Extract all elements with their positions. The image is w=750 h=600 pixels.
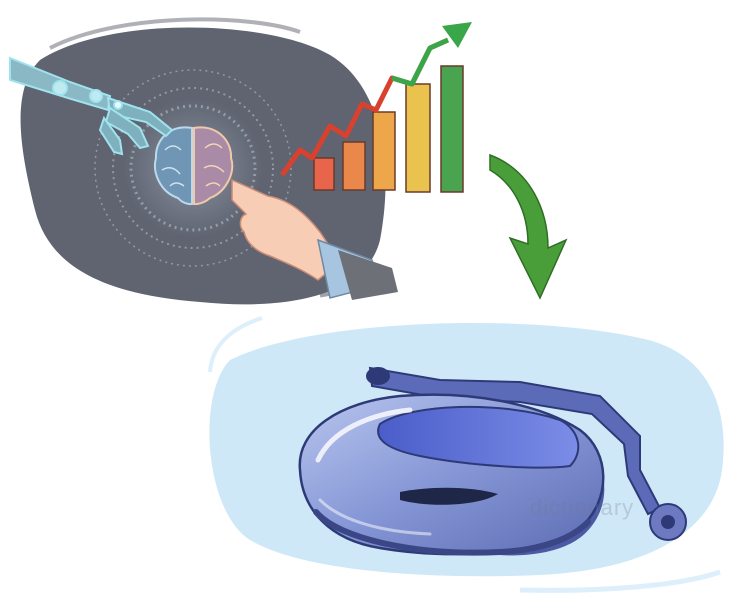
brush-head <box>649 503 687 541</box>
watermark-text: dictionary <box>530 495 635 520</box>
human-hand-icon <box>231 178 398 300</box>
bar-chart-icon <box>313 65 464 193</box>
panel-brush-stroke <box>49 17 301 50</box>
panel-brush-stroke <box>519 569 721 593</box>
robot-hand-icon <box>9 56 174 156</box>
trend-arrow-icon <box>279 22 472 177</box>
chart-bar <box>440 65 464 193</box>
chart-bar <box>405 83 431 193</box>
vacuum-robot-icon <box>298 366 687 556</box>
chart-bar <box>342 141 366 191</box>
lower-panel <box>208 316 724 593</box>
upper-panel <box>9 17 472 305</box>
chart-bar <box>313 157 335 191</box>
transition-arrow-icon <box>489 153 568 300</box>
brain-icon <box>154 126 234 206</box>
panel-brush-stroke <box>208 316 263 373</box>
chart-bar <box>372 111 396 191</box>
